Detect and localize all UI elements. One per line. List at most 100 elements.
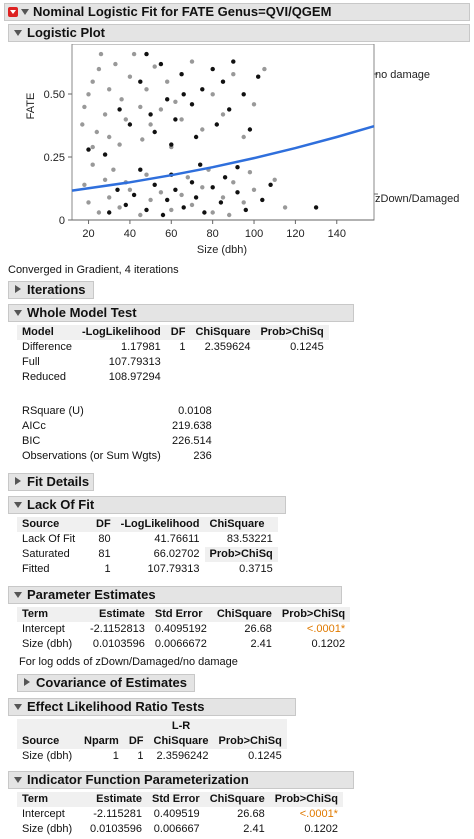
- data-point: [144, 172, 149, 177]
- table-cell: 108.97294: [108, 371, 161, 383]
- fit-details-header[interactable]: Fit Details: [8, 473, 94, 491]
- column-header: Prob>ChiSq: [269, 792, 343, 807]
- data-point: [96, 66, 102, 72]
- table-cell: 226.514: [172, 435, 212, 447]
- data-point: [200, 185, 205, 190]
- logistic-plot: 0 0.25 0.50 FATE 20 40 60 80 100 120 140 Size …: [25, 44, 459, 256]
- indicator-header[interactable]: Indicator Function Parameterization: [8, 771, 354, 789]
- collapse-icon[interactable]: [14, 502, 22, 508]
- data-point: [165, 97, 170, 102]
- section-title: Lack Of Fit: [27, 497, 95, 512]
- data-point: [138, 104, 143, 110]
- table-cell: AICc: [22, 420, 46, 432]
- data-point: [198, 162, 203, 167]
- data-point: [220, 79, 226, 84]
- table-cell: -2.115281: [93, 808, 142, 820]
- x-tick-label: 20: [82, 228, 94, 240]
- data-point: [227, 212, 232, 218]
- table-cell: 0.006667: [153, 823, 200, 835]
- p-value-significant: <.0001*: [299, 808, 338, 820]
- data-point: [181, 92, 186, 97]
- data-point: [210, 185, 215, 190]
- data-point: [173, 117, 178, 122]
- column-header: DF: [91, 517, 116, 532]
- table-cell: -2.1152813: [90, 623, 145, 635]
- table-row: RSquare (U) 0.0108: [17, 404, 217, 419]
- data-point: [220, 112, 226, 117]
- data-point: [181, 205, 186, 210]
- table-cell: BIC: [22, 435, 41, 447]
- collapse-icon[interactable]: [14, 30, 22, 36]
- table-cell: 0.0103596: [92, 638, 145, 650]
- data-point: [102, 152, 108, 157]
- column-header: DF: [123, 734, 149, 749]
- table-cell: 83.53221: [226, 533, 273, 545]
- lack-of-fit-header[interactable]: Lack Of Fit: [8, 496, 286, 514]
- y-axis-label: FATE: [25, 93, 37, 120]
- effect-lr-header[interactable]: Effect Likelihood Ratio Tests: [8, 698, 296, 716]
- data-point: [82, 104, 87, 110]
- data-point: [102, 112, 108, 117]
- logistic-plot-header[interactable]: Logistic Plot: [8, 24, 470, 42]
- data-point: [173, 187, 178, 192]
- data-point: [107, 195, 112, 200]
- p-value-significant: <.0001*: [306, 623, 346, 635]
- expand-icon[interactable]: [15, 285, 21, 293]
- data-point: [148, 197, 153, 203]
- table-cell: 2.41: [243, 823, 265, 835]
- collapse-icon[interactable]: [14, 310, 22, 316]
- table-row: Saturated 81 66.02702 Prob>ChiSq: [17, 547, 278, 562]
- x-tick-label: 100: [245, 228, 263, 240]
- data-point: [227, 107, 232, 112]
- data-point: [148, 122, 153, 127]
- collapse-icon[interactable]: [21, 9, 29, 15]
- whole-model-table: Model -LogLikelihood DF ChiSquare Prob>C…: [17, 325, 329, 385]
- table-cell: 1.17981: [121, 341, 161, 353]
- collapse-icon[interactable]: [14, 704, 22, 710]
- data-point: [119, 97, 124, 102]
- y-tick-label: 0: [59, 215, 65, 227]
- iterations-header[interactable]: Iterations: [8, 281, 94, 299]
- data-point: [144, 51, 149, 57]
- table-cell: 2.41: [250, 638, 272, 650]
- expand-icon[interactable]: [15, 477, 21, 485]
- fit-stats-table: RSquare (U) 0.0108 AICc 219.638 BIC 226.514…: [17, 404, 217, 464]
- table-cell: Intercept: [22, 623, 65, 635]
- data-point: [169, 142, 174, 147]
- data-point: [189, 180, 195, 185]
- x-tick-label: 80: [207, 228, 219, 240]
- table-cell: 1: [179, 341, 186, 353]
- data-point: [158, 107, 164, 112]
- data-point: [268, 182, 273, 187]
- table-cell: 236: [193, 450, 212, 462]
- table-cell: 0.1245: [290, 341, 324, 353]
- collapse-icon[interactable]: [14, 777, 22, 783]
- x-tick-label: 120: [286, 228, 304, 240]
- expand-icon[interactable]: [24, 678, 30, 686]
- section-title: Whole Model Test: [27, 305, 137, 320]
- data-point: [102, 177, 108, 182]
- data-point: [169, 207, 174, 213]
- data-point: [218, 200, 224, 205]
- covariance-header[interactable]: Covariance of Estimates: [17, 674, 195, 692]
- y-tick-label: 0.50: [44, 89, 65, 101]
- data-point: [160, 212, 166, 218]
- table-row: Fitted 1 107.79313 0.3715: [17, 562, 278, 577]
- collapse-icon[interactable]: [14, 592, 22, 598]
- data-point: [202, 210, 207, 215]
- table-row: AICc 219.638: [17, 419, 217, 434]
- parameter-estimates-header[interactable]: Parameter Estimates: [8, 586, 342, 604]
- data-point: [235, 190, 240, 195]
- table-cell: 26.68: [244, 623, 272, 635]
- table-row: Lack Of Fit 80 41.76611 83.53221: [17, 532, 278, 547]
- report-title-bar[interactable]: Nominal Logistic Fit for FATE Genus=QVI/…: [4, 3, 470, 21]
- data-point: [262, 66, 267, 72]
- data-point: [189, 102, 195, 107]
- column-header: Estimate: [85, 607, 150, 622]
- column-header: ChiSquare: [204, 792, 270, 807]
- red-triangle-menu-icon[interactable]: [8, 7, 18, 17]
- data-point: [117, 205, 122, 210]
- whole-model-header[interactable]: Whole Model Test: [8, 304, 354, 322]
- data-point: [179, 117, 184, 122]
- data-point: [123, 202, 128, 208]
